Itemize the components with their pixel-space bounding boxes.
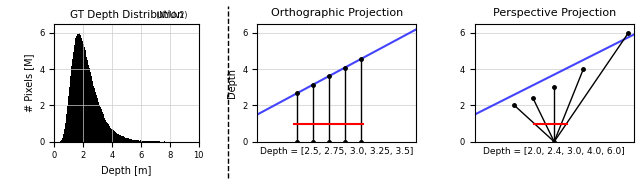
Bar — [123, 137, 124, 142]
Bar — [144, 141, 145, 142]
Bar — [81, 38, 83, 142]
Bar — [90, 72, 91, 142]
Bar — [99, 105, 100, 142]
Bar — [64, 129, 65, 142]
Bar — [154, 141, 156, 142]
Bar — [127, 138, 129, 142]
Bar — [67, 106, 68, 142]
Bar — [116, 133, 117, 142]
Bar — [158, 141, 159, 142]
Bar — [121, 136, 122, 142]
Bar — [142, 141, 143, 142]
Bar — [100, 109, 102, 142]
Bar — [164, 141, 165, 142]
Bar — [106, 122, 108, 142]
Bar — [108, 124, 109, 142]
Bar — [88, 65, 89, 142]
Bar — [132, 140, 133, 142]
Bar — [98, 102, 99, 142]
Bar — [61, 140, 62, 142]
Bar — [109, 126, 110, 142]
X-axis label: Depth = [2.0, 2.4, 3.0, 4.0, 6.0]: Depth = [2.0, 2.4, 3.0, 4.0, 6.0] — [483, 147, 625, 156]
Bar — [145, 141, 146, 142]
Bar — [146, 141, 147, 142]
Bar — [120, 135, 121, 142]
Bar — [140, 140, 141, 142]
Bar — [85, 50, 86, 142]
Bar — [159, 141, 160, 142]
Bar — [152, 141, 154, 142]
Bar — [134, 140, 135, 142]
Title: Perspective Projection: Perspective Projection — [493, 8, 616, 18]
Bar — [133, 139, 134, 142]
Bar — [93, 86, 94, 142]
Bar — [95, 92, 96, 142]
Bar — [131, 139, 132, 142]
Bar — [75, 38, 76, 142]
Bar — [111, 128, 112, 142]
Bar — [141, 141, 142, 142]
Bar — [68, 96, 69, 142]
Bar — [112, 129, 113, 142]
Bar — [62, 137, 63, 142]
Bar — [143, 141, 144, 142]
Title: Orthographic Projection: Orthographic Projection — [271, 8, 403, 18]
Bar — [66, 114, 67, 142]
Bar — [89, 68, 90, 142]
Bar — [91, 75, 92, 142]
Bar — [96, 95, 97, 142]
Y-axis label: # Pixels [M]: # Pixels [M] — [24, 54, 34, 112]
Bar — [110, 128, 111, 142]
Bar — [156, 141, 157, 142]
Bar — [129, 139, 131, 142]
Bar — [157, 141, 158, 142]
Bar — [137, 140, 138, 142]
Bar — [125, 138, 127, 142]
Bar — [150, 141, 152, 142]
Bar — [69, 87, 70, 142]
Bar — [65, 123, 66, 142]
Bar — [135, 140, 136, 142]
Bar — [114, 131, 115, 142]
Bar — [115, 132, 116, 142]
Bar — [122, 136, 123, 142]
Bar — [79, 33, 81, 142]
Bar — [139, 141, 140, 142]
Bar — [94, 88, 95, 142]
Bar — [97, 98, 98, 142]
Bar — [117, 134, 118, 142]
Bar — [63, 134, 64, 142]
Text: (NYUv2): (NYUv2) — [66, 11, 188, 20]
Bar — [86, 57, 87, 142]
Bar — [124, 137, 125, 142]
Bar — [77, 34, 79, 142]
Bar — [102, 114, 104, 142]
Bar — [148, 141, 150, 142]
Bar — [74, 45, 75, 142]
Bar — [70, 76, 71, 142]
Bar — [84, 47, 85, 142]
Bar — [87, 60, 88, 142]
Bar — [76, 36, 77, 142]
Bar — [72, 59, 73, 142]
Bar — [83, 44, 84, 142]
Bar — [147, 141, 148, 142]
Bar — [118, 134, 119, 142]
X-axis label: Depth [m]: Depth [m] — [101, 166, 152, 176]
Bar — [138, 140, 139, 142]
Bar — [104, 118, 106, 142]
Bar — [113, 130, 114, 142]
Bar — [73, 52, 74, 142]
Bar — [136, 140, 137, 142]
X-axis label: Depth = [2.5, 2.75, 3.0, 3.25, 3.5]: Depth = [2.5, 2.75, 3.0, 3.25, 3.5] — [260, 147, 413, 156]
Bar — [60, 141, 61, 142]
Text: GT Depth Distribution: GT Depth Distribution — [70, 10, 184, 20]
Y-axis label: Depth: Depth — [227, 68, 237, 98]
Bar — [119, 135, 120, 142]
Bar — [71, 66, 72, 142]
Bar — [92, 82, 93, 142]
